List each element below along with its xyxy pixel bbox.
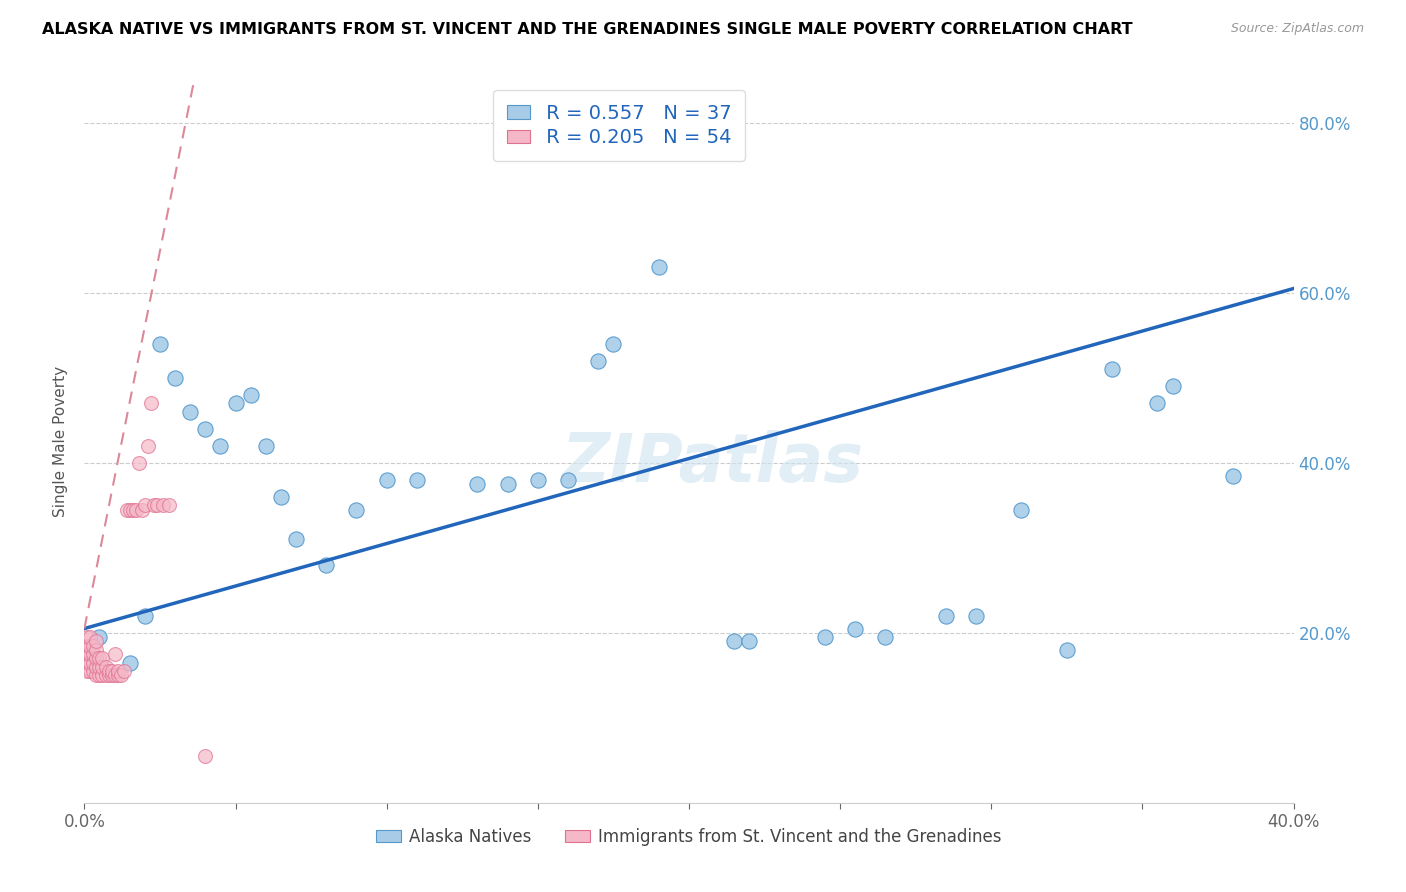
Point (97, 664, 120, 678)
Point (73, 656, 96, 670)
Point (152, 498, 174, 512)
Point (179, 405, 201, 419)
Point (723, 634, 745, 648)
Point (89, 651, 111, 665)
Point (239, 388, 262, 402)
Point (89, 630, 111, 644)
Point (270, 490, 292, 504)
Point (1222, 468, 1244, 483)
Point (76, 630, 98, 644)
Point (118, 502, 141, 516)
Point (89, 660, 111, 674)
Point (104, 668, 127, 682)
Point (79, 639, 101, 653)
Point (86, 668, 108, 682)
Point (79, 656, 101, 670)
Point (844, 622, 866, 636)
Point (738, 634, 761, 648)
Legend: Alaska Natives, Immigrants from St. Vincent and the Grenadines: Alaska Natives, Immigrants from St. Vinc… (370, 821, 1008, 852)
Point (89, 668, 111, 682)
Point (128, 456, 150, 470)
Point (875, 630, 897, 644)
Point (149, 336, 172, 351)
Point (1161, 379, 1184, 393)
Point (86, 651, 108, 665)
Point (602, 336, 624, 351)
Point (1056, 642, 1078, 657)
Point (73, 639, 96, 653)
Point (225, 396, 247, 410)
Point (139, 396, 162, 410)
Point (91, 668, 114, 682)
Point (91, 660, 114, 674)
Point (82, 647, 104, 661)
Point (254, 439, 277, 453)
Point (935, 608, 957, 623)
Point (118, 656, 141, 670)
Point (285, 533, 308, 547)
Point (467, 477, 489, 491)
Point (157, 498, 180, 512)
Point (406, 473, 429, 487)
Point (76, 656, 98, 670)
Point (121, 502, 143, 516)
Point (115, 502, 138, 516)
Point (86, 642, 108, 657)
Point (146, 498, 169, 512)
Point (165, 371, 187, 385)
Point (557, 473, 579, 487)
Point (814, 630, 837, 644)
Point (112, 664, 135, 678)
Y-axis label: Single Male Poverty: Single Male Poverty (53, 366, 69, 517)
Point (79, 630, 101, 644)
Point (73, 647, 96, 661)
Point (100, 664, 122, 678)
Point (76, 647, 98, 661)
Point (76, 664, 98, 678)
Text: Source: ZipAtlas.com: Source: ZipAtlas.com (1230, 22, 1364, 36)
Point (79, 664, 101, 678)
Point (209, 439, 232, 453)
Point (1146, 396, 1168, 410)
Point (125, 502, 148, 516)
Point (142, 498, 165, 512)
Point (136, 439, 159, 453)
Point (91, 651, 114, 665)
Point (110, 668, 132, 682)
Point (107, 668, 129, 682)
Point (94, 668, 117, 682)
Point (86, 634, 108, 648)
Point (496, 477, 519, 491)
Text: ZIPatlas: ZIPatlas (562, 430, 865, 496)
Point (588, 353, 610, 368)
Point (104, 647, 127, 661)
Point (346, 502, 368, 516)
Point (97, 668, 120, 682)
Point (194, 749, 217, 764)
Point (79, 647, 101, 661)
Point (134, 608, 156, 623)
Point (82, 664, 104, 678)
Point (100, 668, 122, 682)
Point (82, 656, 104, 670)
Point (194, 422, 217, 436)
Point (1101, 362, 1123, 376)
Point (94, 660, 117, 674)
Point (315, 558, 337, 572)
Point (375, 473, 398, 487)
Text: ALASKA NATIVE VS IMMIGRANTS FROM ST. VINCENT AND THE GRENADINES SINGLE MALE POVE: ALASKA NATIVE VS IMMIGRANTS FROM ST. VIN… (42, 22, 1133, 37)
Point (134, 498, 156, 512)
Point (1011, 502, 1033, 516)
Point (965, 608, 987, 623)
Point (648, 260, 671, 275)
Point (76, 639, 98, 653)
Point (86, 660, 108, 674)
Point (82, 639, 104, 653)
Point (107, 664, 129, 678)
Point (527, 473, 550, 487)
Point (131, 502, 153, 516)
